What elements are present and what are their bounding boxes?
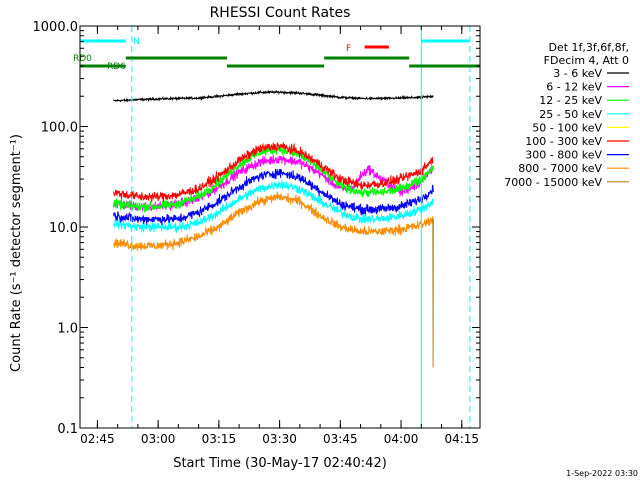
y-tick-label-0.1: 0.1 xyxy=(57,422,78,437)
flag-label-n: N xyxy=(133,37,140,47)
x-tick-label-0400: 04:00 xyxy=(384,432,419,446)
legend-header-line-1: Det 1f,3f,6f,8f, xyxy=(548,41,629,54)
x-tick-label-0415: 04:15 xyxy=(444,432,479,446)
series-line-25-50-kev xyxy=(113,180,434,233)
flag-label-f: F xyxy=(346,44,351,54)
x-tick-label-0345: 03:45 xyxy=(323,432,358,446)
legend-label-3: 12 - 25 keV xyxy=(539,94,602,107)
legend-header-line-2: FDecim 4, Att 0 xyxy=(544,54,629,67)
legend-label-2: 6 - 12 keV xyxy=(546,81,602,94)
legend-label-1: 3 - 6 keV xyxy=(553,67,602,80)
y-tick-label-1.0: 1.0 xyxy=(57,322,78,337)
x-tick-label-0245: 02:45 xyxy=(80,432,115,446)
legend-label-8: 800 - 7000 keV xyxy=(518,162,602,175)
y-axis-label: Count Rate (s⁻¹ detector segment⁻¹) xyxy=(9,134,24,372)
series-line-100-300-kev xyxy=(113,142,434,203)
x-tick-label-0300: 03:00 xyxy=(141,432,176,446)
legend: Det 1f,3f,6f,8f,FDecim 4, Att 03 - 6 keV… xyxy=(504,41,629,189)
chart-title: RHESSI Count Rates xyxy=(210,5,351,21)
legend-label-6: 100 - 300 keV xyxy=(525,135,602,148)
series-line-7000-15000-kev xyxy=(432,218,434,368)
series-line-300-800-kev xyxy=(113,168,434,226)
x-tick-label-0315: 03:15 xyxy=(202,432,237,446)
y-tick-label-10.0: 10.0 xyxy=(49,221,78,236)
y-tick-label-100.0: 100.0 xyxy=(41,121,78,136)
series-line-3-6-kev xyxy=(113,89,434,103)
flag-label-rd6: RD6 xyxy=(107,62,126,72)
x-axis-label: Start Time (30-May-17 02:40:42) xyxy=(173,456,387,471)
legend-label-4: 25 - 50 keV xyxy=(539,108,602,121)
legend-label-7: 300 - 800 keV xyxy=(525,149,602,162)
timestamp: 1-Sep-2022 03:30 xyxy=(566,469,638,478)
series-line-800-7000-kev xyxy=(113,191,434,251)
legend-label-5: 50 - 100 keV xyxy=(532,121,602,134)
x-tick-label-0330: 03:30 xyxy=(262,432,297,446)
y-tick-label-1000.0: 1000.0 xyxy=(33,20,79,35)
legend-label-9: 7000 - 15000 keV xyxy=(504,176,602,189)
flag-label-rd0: RD0 xyxy=(73,54,92,64)
